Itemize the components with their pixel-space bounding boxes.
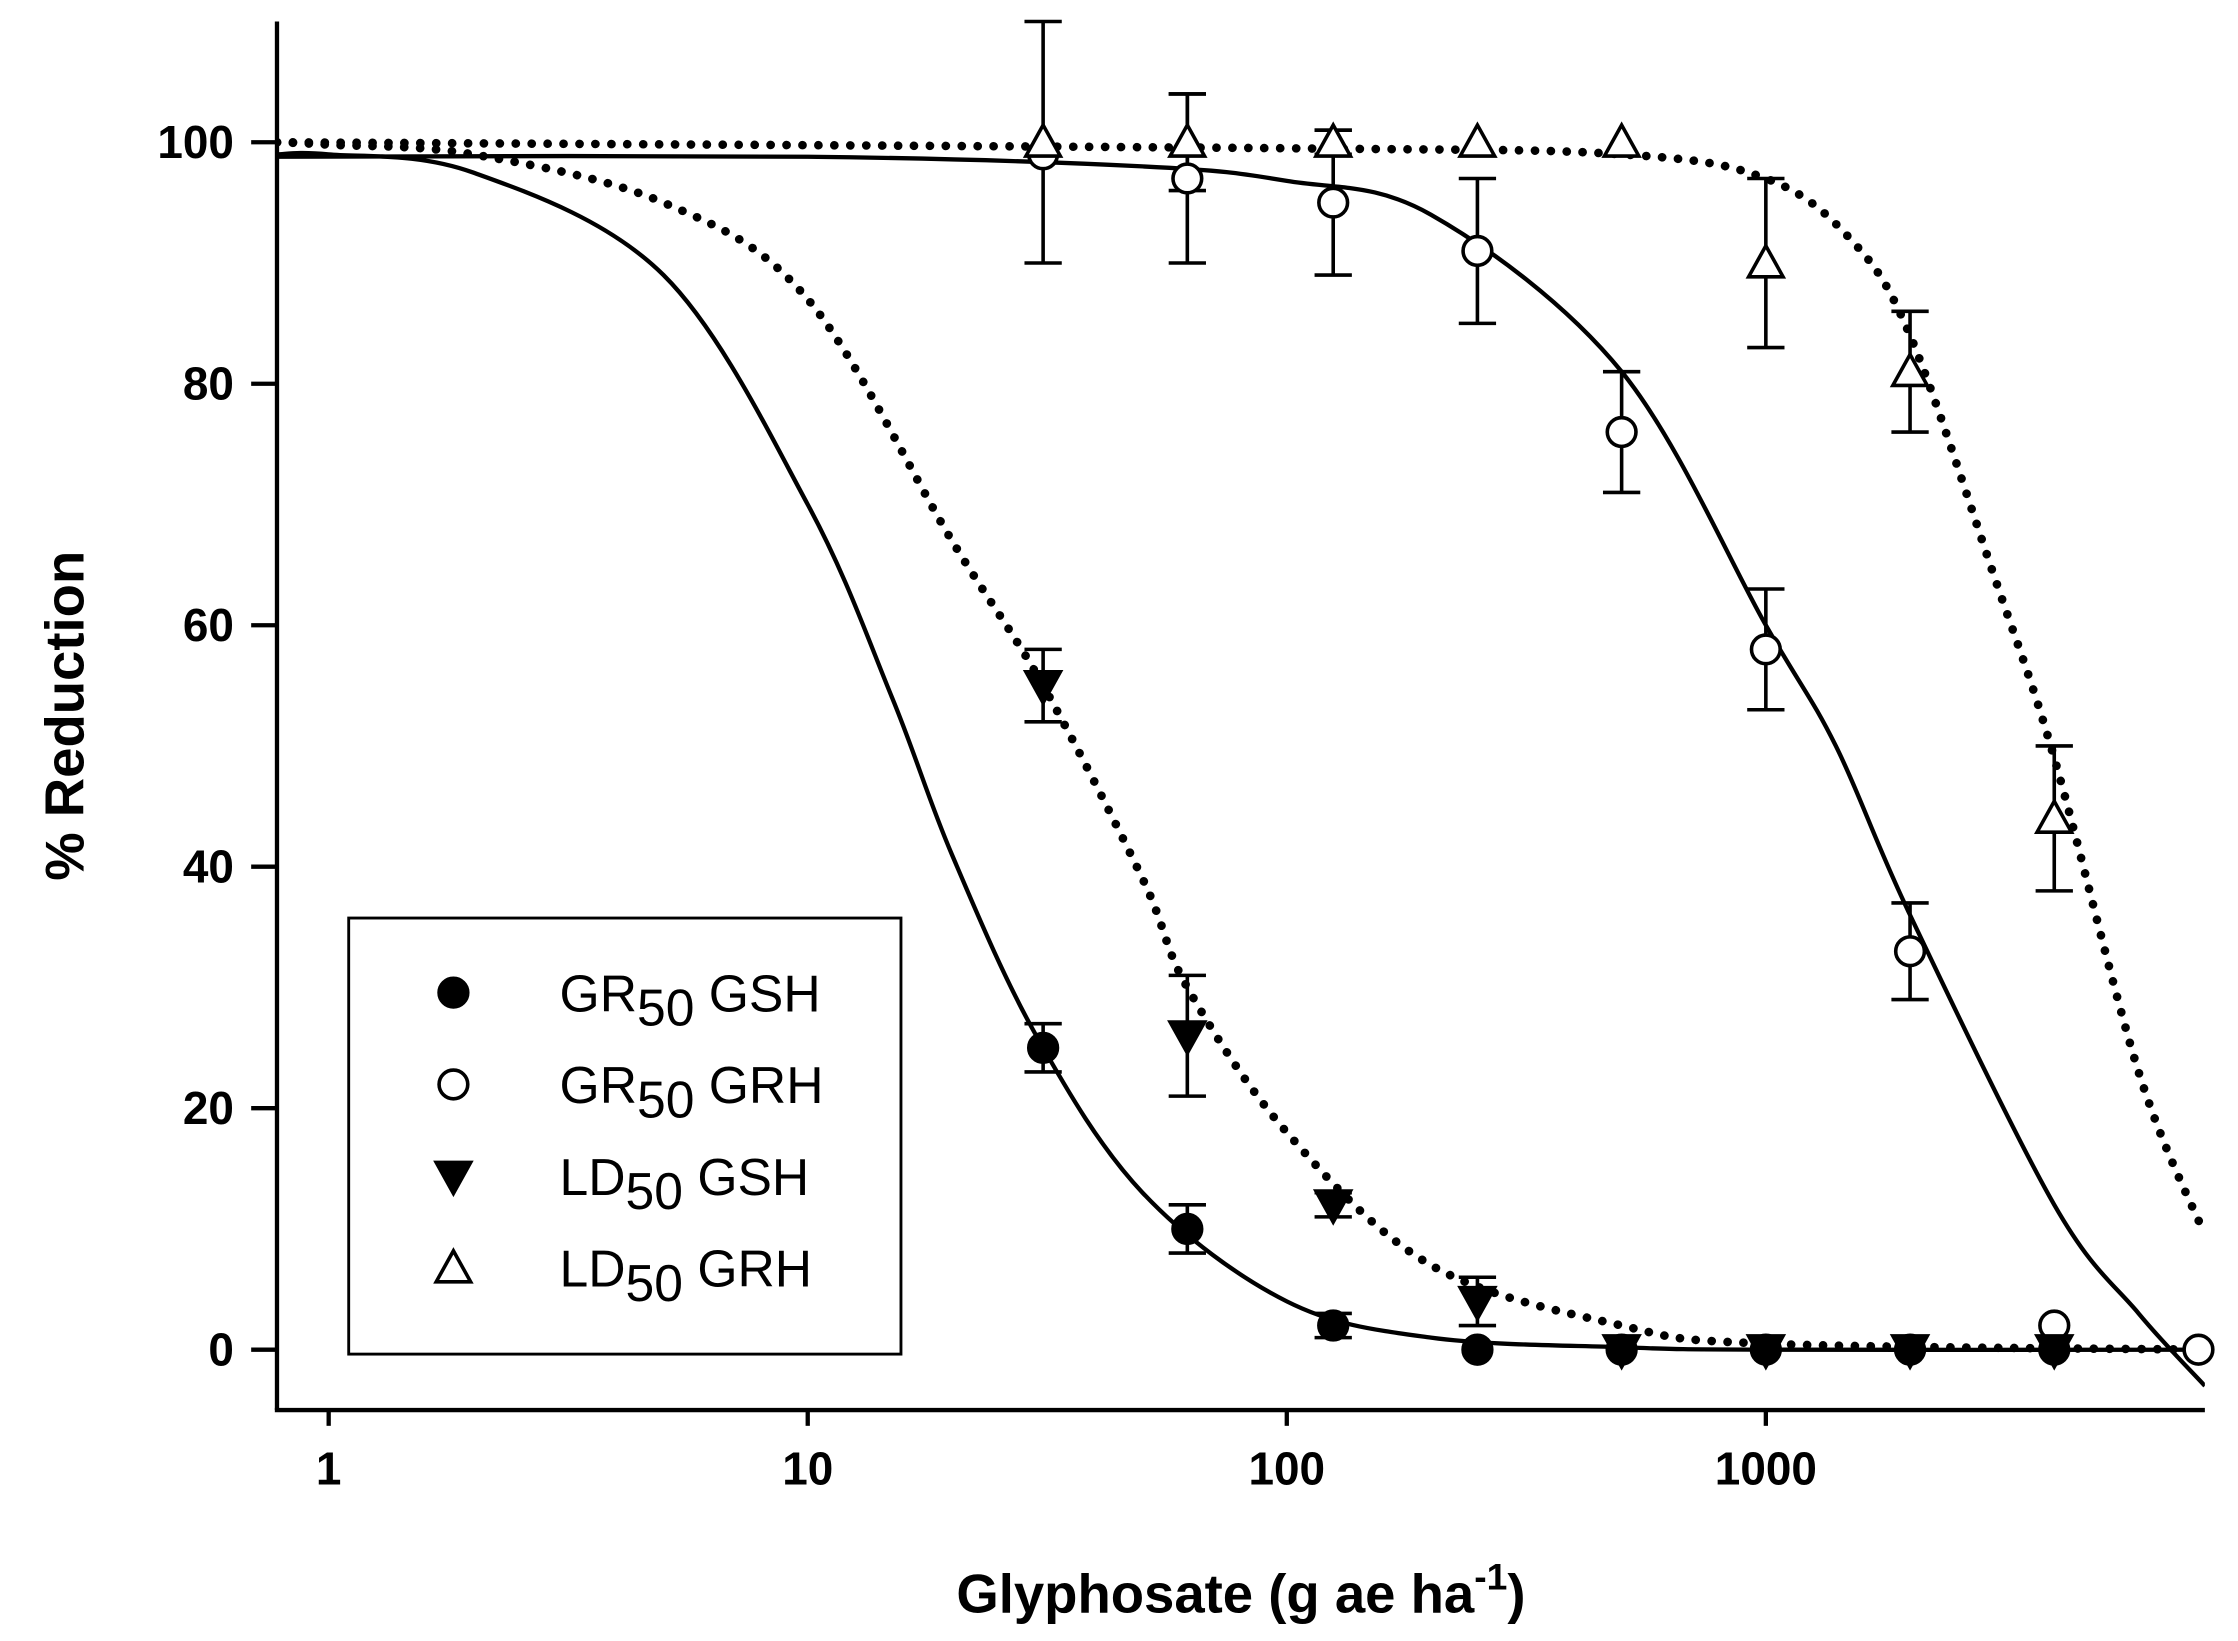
x-axis-title-part: ) bbox=[1507, 1563, 1525, 1624]
marker bbox=[2182, 1333, 2215, 1366]
legend-label-part: 50 bbox=[637, 1070, 694, 1128]
marker bbox=[1317, 186, 1350, 219]
legend-label-part: GR bbox=[560, 1056, 637, 1114]
x-tick-label: 100 bbox=[1248, 1443, 1325, 1495]
marker bbox=[1749, 633, 1782, 666]
marker bbox=[1312, 1189, 1354, 1226]
y-tick-label: 80 bbox=[183, 358, 234, 410]
marker bbox=[1745, 242, 1787, 279]
fit-curve bbox=[276, 150, 2205, 1353]
legend-label-part: LD bbox=[560, 1240, 626, 1298]
legend-label-part: 50 bbox=[626, 1254, 683, 1312]
marker bbox=[1167, 1020, 1208, 1057]
legend-label-part: GR bbox=[560, 964, 637, 1022]
marker bbox=[2033, 1334, 2075, 1371]
legend-label: LD50 GSH bbox=[560, 1148, 810, 1220]
x-tick-label: 1 bbox=[316, 1443, 342, 1495]
legend-label: LD50 GRH bbox=[560, 1240, 813, 1312]
marker bbox=[1745, 1334, 1787, 1371]
y-tick-label: 0 bbox=[208, 1323, 234, 1375]
marker bbox=[1026, 1031, 1060, 1064]
fit-curve bbox=[276, 137, 2205, 1354]
marker bbox=[1022, 121, 1064, 158]
y-tick-label: 100 bbox=[157, 116, 234, 168]
marker bbox=[1889, 350, 1931, 388]
marker bbox=[437, 1068, 470, 1101]
y-tick-label: 20 bbox=[183, 1082, 234, 1134]
legend-label-part: LD bbox=[560, 1148, 626, 1206]
x-axis-title-part: -1 bbox=[1474, 1555, 1507, 1597]
legend-label: GR50 GSH bbox=[560, 964, 821, 1036]
legend-label-part: 50 bbox=[637, 979, 694, 1037]
y-tick-label: 60 bbox=[183, 599, 234, 651]
x-tick-label: 10 bbox=[782, 1443, 833, 1495]
legend-label-part: GSH bbox=[683, 1148, 809, 1206]
legend-label: GR50 GRH bbox=[560, 1056, 824, 1128]
fit-curve bbox=[276, 137, 2205, 1240]
y-axis-title: % Reduction bbox=[34, 551, 95, 881]
marker bbox=[1893, 935, 1927, 968]
y-tick-label: 40 bbox=[183, 840, 234, 892]
marker bbox=[1171, 1212, 1204, 1246]
marker bbox=[1167, 121, 1208, 158]
legend-label-part: GSH bbox=[694, 964, 820, 1022]
marker bbox=[1171, 162, 1204, 195]
marker bbox=[433, 1247, 474, 1284]
marker bbox=[1457, 1285, 1498, 1323]
x-axis-title-part: Glyphosate (g ae ha bbox=[956, 1563, 1475, 1624]
marker bbox=[1461, 234, 1494, 268]
marker bbox=[1601, 1334, 1642, 1371]
marker bbox=[1312, 121, 1354, 158]
marker bbox=[1605, 415, 1638, 449]
marker bbox=[1457, 121, 1498, 158]
marker bbox=[433, 1160, 474, 1198]
marker bbox=[1317, 1309, 1350, 1342]
x-tick-label: 1000 bbox=[1715, 1443, 1817, 1495]
marker bbox=[1022, 670, 1064, 707]
marker bbox=[1601, 121, 1642, 158]
marker bbox=[1461, 1333, 1494, 1366]
legend-label-part: GRH bbox=[683, 1240, 812, 1298]
legend-label-part: 50 bbox=[626, 1162, 683, 1220]
marker bbox=[1889, 1334, 1931, 1371]
legend-label-part: GRH bbox=[694, 1056, 823, 1114]
x-axis-title: Glyphosate (g ae ha-1) bbox=[956, 1555, 1525, 1624]
marker bbox=[2033, 797, 2075, 834]
marker bbox=[437, 976, 470, 1009]
